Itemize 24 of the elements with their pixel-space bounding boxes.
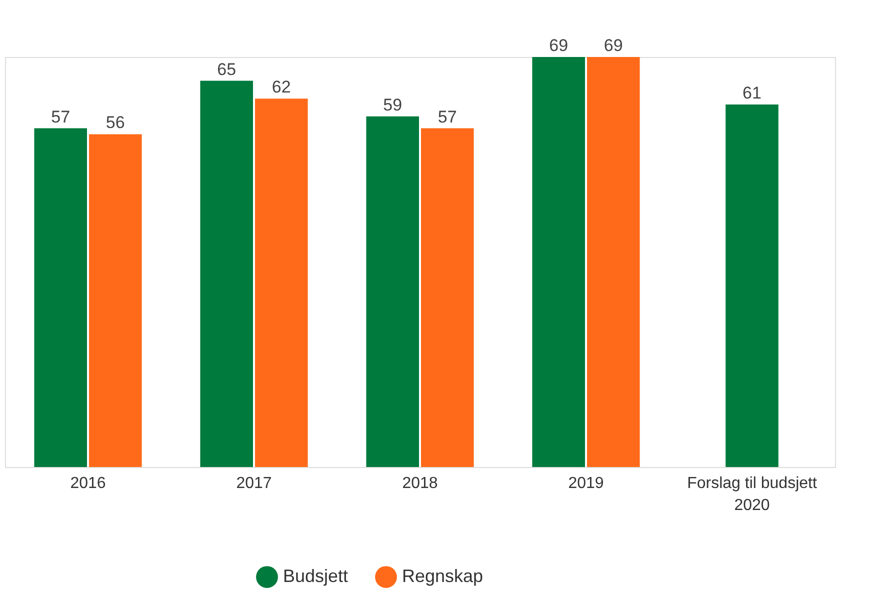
data-label: 57 [438, 107, 457, 126]
bar [420, 128, 474, 467]
bar [34, 128, 88, 467]
data-label: 59 [383, 95, 402, 114]
x-tick-label: 2019 [568, 475, 604, 492]
legend-label: Budsjett [283, 566, 348, 586]
x-tick-label: Forslag til budsjett 2020 [687, 475, 818, 514]
x-tick-label: 2017 [236, 475, 272, 492]
x-tick-label: 2018 [402, 475, 438, 492]
bar [254, 98, 308, 467]
bar [88, 134, 142, 467]
data-label: 69 [549, 36, 568, 55]
data-label: 65 [217, 60, 236, 79]
bar [200, 80, 254, 467]
legend-label: Regnskap [402, 566, 484, 586]
data-label: 69 [604, 36, 623, 55]
bar [586, 57, 640, 467]
data-label: 61 [742, 84, 762, 103]
x-tick-label: 2016 [70, 475, 106, 492]
data-label: 56 [106, 113, 125, 132]
data-label: 62 [272, 78, 291, 97]
bar [366, 116, 420, 467]
bar [532, 57, 586, 467]
data-label: 57 [51, 107, 70, 126]
